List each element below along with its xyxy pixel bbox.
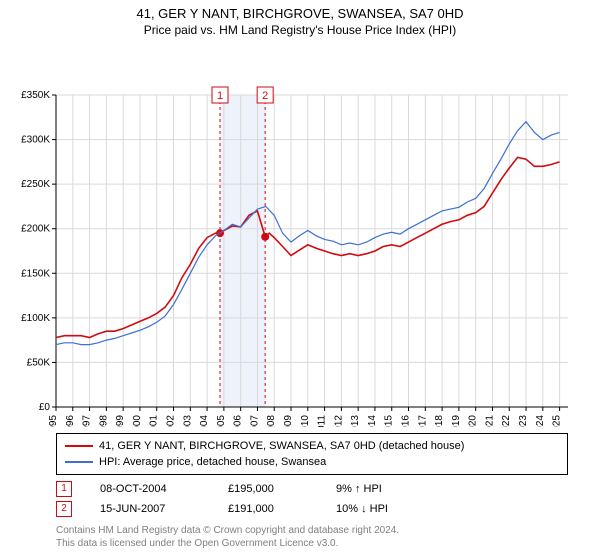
legend-swatch bbox=[65, 445, 93, 447]
svg-text:1997: 1997 bbox=[82, 415, 93, 427]
footer-line: This data is licensed under the Open Gov… bbox=[56, 538, 568, 551]
svg-text:2003: 2003 bbox=[182, 415, 193, 427]
svg-text:£0: £0 bbox=[39, 402, 51, 413]
svg-text:2011: 2011 bbox=[317, 415, 328, 427]
svg-text:2012: 2012 bbox=[333, 415, 344, 427]
svg-text:2005: 2005 bbox=[216, 415, 227, 427]
svg-text:2019: 2019 bbox=[451, 415, 462, 427]
svg-text:2: 2 bbox=[262, 90, 268, 102]
chart-titles: 41, GER Y NANT, BIRCHGROVE, SWANSEA, SA7… bbox=[0, 6, 600, 37]
svg-text:2013: 2013 bbox=[350, 415, 361, 427]
legend-swatch bbox=[65, 461, 93, 463]
svg-text:£350K: £350K bbox=[21, 90, 50, 101]
sale-price: £191,000 bbox=[228, 503, 308, 515]
svg-text:£250K: £250K bbox=[21, 179, 50, 190]
svg-text:2017: 2017 bbox=[417, 415, 428, 427]
svg-text:2014: 2014 bbox=[367, 415, 378, 427]
sale-delta: 9% ↑ HPI bbox=[336, 483, 382, 495]
footer-line: Contains HM Land Registry data © Crown c… bbox=[56, 525, 568, 538]
svg-text:1999: 1999 bbox=[115, 415, 126, 427]
legend-row: 41, GER Y NANT, BIRCHGROVE, SWANSEA, SA7… bbox=[65, 438, 559, 454]
svg-text:1996: 1996 bbox=[65, 415, 76, 427]
title-line2: Price paid vs. HM Land Registry's House … bbox=[0, 23, 600, 37]
svg-text:£150K: £150K bbox=[21, 268, 50, 279]
svg-text:£50K: £50K bbox=[27, 357, 51, 368]
svg-text:1995: 1995 bbox=[48, 415, 59, 427]
svg-text:2009: 2009 bbox=[283, 415, 294, 427]
svg-text:2021: 2021 bbox=[484, 415, 495, 427]
svg-text:2000: 2000 bbox=[132, 415, 143, 427]
title-line1: 41, GER Y NANT, BIRCHGROVE, SWANSEA, SA7… bbox=[0, 6, 600, 21]
svg-text:2010: 2010 bbox=[300, 415, 311, 427]
sales-table: 1 08-OCT-2004 £195,000 9% ↑ HPI 2 15-JUN-2007… bbox=[56, 479, 568, 519]
price-chart: £0 £50K £100K £150K £200K £250K £300K £350K 1995… bbox=[0, 37, 600, 427]
svg-text:2020: 2020 bbox=[468, 415, 479, 427]
legend-label: HPI: Average price, detached house, Swan… bbox=[99, 456, 326, 468]
svg-text:2022: 2022 bbox=[501, 415, 512, 427]
sale-delta: 10% ↓ HPI bbox=[336, 503, 388, 515]
svg-text:2002: 2002 bbox=[166, 415, 177, 427]
sale-row: 2 15-JUN-2007 £191,000 10% ↓ HPI bbox=[56, 499, 568, 519]
svg-text:2025: 2025 bbox=[552, 415, 563, 427]
svg-text:2006: 2006 bbox=[233, 415, 244, 427]
sale-marker-icon: 2 bbox=[56, 501, 72, 517]
footer-attribution: Contains HM Land Registry data © Crown c… bbox=[56, 525, 568, 550]
svg-text:2015: 2015 bbox=[384, 415, 395, 427]
svg-text:2018: 2018 bbox=[434, 415, 445, 427]
svg-text:2008: 2008 bbox=[266, 415, 277, 427]
sale-date: 08-OCT-2004 bbox=[100, 483, 200, 495]
legend-label: 41, GER Y NANT, BIRCHGROVE, SWANSEA, SA7… bbox=[99, 440, 464, 452]
svg-text:£300K: £300K bbox=[21, 135, 50, 146]
sale-price: £195,000 bbox=[228, 483, 308, 495]
sale-marker-icon: 1 bbox=[56, 481, 72, 497]
svg-text:2001: 2001 bbox=[149, 415, 160, 427]
sale-date: 15-JUN-2007 bbox=[100, 503, 200, 515]
svg-text:£100K: £100K bbox=[21, 313, 50, 324]
svg-text:2024: 2024 bbox=[535, 415, 546, 427]
sale-row: 1 08-OCT-2004 £195,000 9% ↑ HPI bbox=[56, 479, 568, 499]
svg-text:1: 1 bbox=[217, 90, 223, 102]
svg-text:2004: 2004 bbox=[199, 415, 210, 427]
svg-text:1998: 1998 bbox=[98, 415, 109, 427]
legend-row: HPI: Average price, detached house, Swan… bbox=[65, 454, 559, 470]
legend: 41, GER Y NANT, BIRCHGROVE, SWANSEA, SA7… bbox=[56, 433, 568, 475]
svg-text:2016: 2016 bbox=[401, 415, 412, 427]
svg-text:£200K: £200K bbox=[21, 224, 50, 235]
svg-text:2023: 2023 bbox=[518, 415, 529, 427]
svg-text:2007: 2007 bbox=[249, 415, 260, 427]
